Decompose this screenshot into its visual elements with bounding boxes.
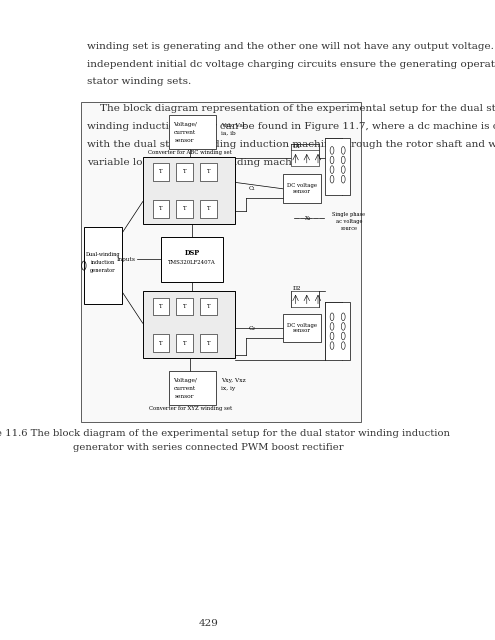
- Text: C₂: C₂: [248, 326, 255, 330]
- Text: TMS320LF2407A: TMS320LF2407A: [168, 260, 216, 265]
- Text: with the dual stator winding induction machine through the rotor shaft and works: with the dual stator winding induction m…: [88, 140, 495, 149]
- Text: T: T: [159, 340, 163, 346]
- Bar: [292, 291, 319, 307]
- Text: T: T: [183, 304, 187, 308]
- Bar: [84, 227, 122, 304]
- Text: Voltage/: Voltage/: [173, 378, 197, 383]
- Text: independent initial dc voltage charging circuits ensure the generating operation: independent initial dc voltage charging …: [88, 60, 495, 68]
- Text: T: T: [183, 206, 187, 211]
- Text: T: T: [159, 170, 163, 174]
- Text: Voltage/: Voltage/: [173, 122, 197, 127]
- Bar: [152, 200, 169, 218]
- Text: DSP: DSP: [184, 249, 199, 257]
- Text: sensor: sensor: [175, 394, 195, 399]
- Bar: [283, 314, 321, 342]
- Text: Dual-winding: Dual-winding: [85, 252, 120, 257]
- Text: The block diagram representation of the experimental setup for the dual stator: The block diagram representation of the …: [88, 104, 495, 113]
- Bar: [143, 157, 235, 224]
- Bar: [152, 334, 169, 352]
- Bar: [176, 298, 193, 316]
- Text: T: T: [183, 170, 187, 174]
- Text: D1: D1: [293, 144, 301, 149]
- Bar: [325, 138, 350, 195]
- Bar: [176, 334, 193, 352]
- Text: DC voltage
sensor: DC voltage sensor: [287, 184, 317, 194]
- Bar: [283, 175, 321, 204]
- Text: T: T: [207, 340, 210, 346]
- Bar: [176, 163, 193, 181]
- Text: Converter for XYZ winding set: Converter for XYZ winding set: [149, 406, 232, 412]
- Bar: [200, 200, 217, 218]
- Bar: [143, 291, 235, 358]
- Bar: [81, 102, 361, 422]
- Text: 429: 429: [198, 620, 218, 628]
- Bar: [200, 163, 217, 181]
- Text: ix, iy: ix, iy: [221, 387, 236, 391]
- Text: generator with series connected PWM boost rectifier: generator with series connected PWM boos…: [73, 443, 344, 452]
- Text: Figure 11.6 The block diagram of the experimental setup for the dual stator wind: Figure 11.6 The block diagram of the exp…: [0, 429, 449, 438]
- Text: C₁: C₁: [248, 186, 255, 191]
- Bar: [200, 298, 217, 316]
- Text: sensor: sensor: [175, 138, 195, 143]
- Bar: [169, 115, 216, 149]
- Text: induction: induction: [91, 260, 115, 265]
- Bar: [152, 298, 169, 316]
- Text: T: T: [207, 206, 210, 211]
- Text: Converter for ABC winding set: Converter for ABC winding set: [148, 150, 232, 154]
- Bar: [176, 200, 193, 218]
- Text: current: current: [174, 387, 196, 391]
- Text: T: T: [207, 304, 210, 308]
- Text: winding induction motor can be found in Figure 11.7, where a dc machine is coupl: winding induction motor can be found in …: [88, 122, 495, 131]
- Text: ac voltage: ac voltage: [336, 219, 362, 224]
- Text: Single phase: Single phase: [332, 212, 365, 217]
- Bar: [200, 334, 217, 352]
- Text: source: source: [341, 226, 357, 231]
- Text: T: T: [159, 206, 163, 211]
- Text: stator winding sets.: stator winding sets.: [88, 77, 192, 86]
- Text: winding set is generating and the other one will not have any output voltage. Tw: winding set is generating and the other …: [88, 42, 495, 51]
- Text: D2: D2: [293, 285, 301, 291]
- Bar: [161, 237, 223, 282]
- Text: Vab, Vac: Vab, Vac: [221, 122, 247, 127]
- Bar: [325, 303, 350, 360]
- Text: Vxy, Vxz: Vxy, Vxz: [221, 378, 246, 383]
- Bar: [152, 163, 169, 181]
- Text: T: T: [183, 340, 187, 346]
- Text: current: current: [174, 131, 196, 135]
- Bar: [292, 150, 319, 166]
- Text: variable load of the dual winding machine.: variable load of the dual winding machin…: [88, 158, 312, 167]
- Text: Inputs: Inputs: [117, 257, 136, 262]
- Text: generator: generator: [90, 268, 115, 273]
- Text: T: T: [159, 304, 163, 308]
- Text: DC voltage
sensor: DC voltage sensor: [287, 323, 317, 333]
- Text: T: T: [207, 170, 210, 174]
- Bar: [169, 371, 216, 405]
- Text: X₁: X₁: [305, 216, 311, 221]
- Text: ia, ib: ia, ib: [221, 131, 236, 135]
